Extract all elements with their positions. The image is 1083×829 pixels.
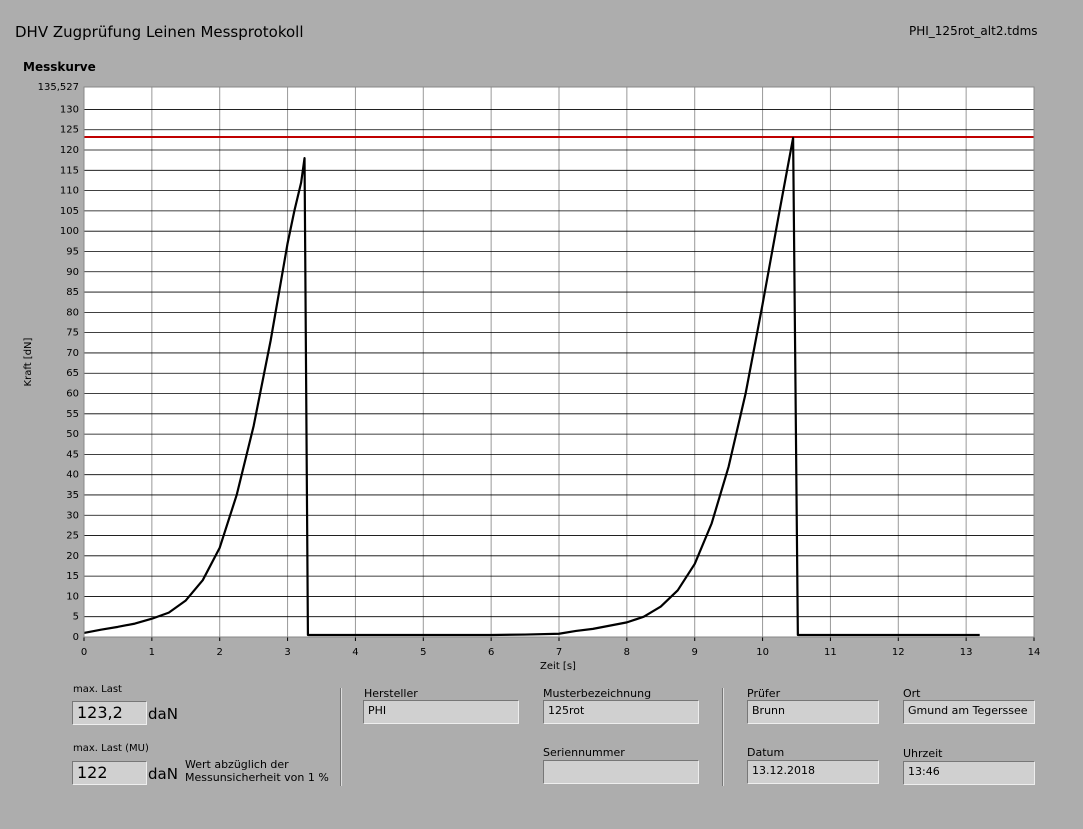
- y-tick-label: 40: [66, 470, 79, 481]
- x-tick-label: 1: [149, 647, 155, 658]
- y-tick-label: 30: [66, 510, 79, 521]
- separator: [340, 688, 342, 786]
- label: max. Last: [73, 684, 122, 695]
- value-box: [543, 760, 699, 784]
- label: Ort: [903, 687, 921, 700]
- y-tick-label: 80: [66, 307, 79, 318]
- y-tick-label: 130: [60, 104, 79, 115]
- value-box: PHI: [363, 700, 519, 724]
- x-axis-label: Zeit [s]: [540, 661, 576, 672]
- label: Datum: [747, 746, 785, 759]
- value-box: 13.12.2018: [747, 760, 879, 784]
- label: Prüfer: [747, 687, 781, 700]
- y-tick-label: 25: [66, 531, 79, 542]
- x-tick-label: 2: [217, 647, 223, 658]
- y-tick-label: 10: [66, 591, 79, 602]
- title: DHV Zugprüfung Leinen Messprotokoll: [15, 23, 304, 41]
- y-tick-label: 105: [60, 206, 79, 217]
- value-box: Brunn: [747, 700, 879, 724]
- y-tick-label: 125: [60, 125, 79, 136]
- y-axis-label: Kraft [dN]: [23, 337, 34, 386]
- x-tick-label: 3: [284, 647, 290, 658]
- x-tick-label: 7: [556, 647, 562, 658]
- chart: Kraft [dN] Zeit [s] 0 1 2 3 4 5 6 7 8 9 10 11 12 13 14…: [23, 82, 1041, 672]
- y-tick-label: 0: [73, 632, 79, 643]
- y-tick-label: 15: [66, 571, 79, 582]
- x-tick-label: 14: [1028, 647, 1041, 658]
- x-tick-label: 6: [488, 647, 494, 658]
- x-tick-label: 9: [692, 647, 698, 658]
- data-line: [83, 136, 980, 637]
- value-box: 123,2: [72, 701, 147, 725]
- y-tick-label: 20: [66, 551, 79, 562]
- x-tick-label: 0: [81, 647, 87, 658]
- unit: daN: [148, 765, 178, 783]
- y-tick-label: 95: [66, 246, 79, 257]
- label: Musterbezeichnung: [543, 687, 652, 700]
- value-box: 125rot: [543, 700, 699, 724]
- x-tick-label: 12: [892, 647, 905, 658]
- plot-border: [83, 86, 1035, 638]
- y-tick-label: 45: [66, 449, 79, 460]
- value-box: 13:46: [903, 761, 1035, 785]
- note: Wert abzüglich der Messunsicherheit von …: [185, 758, 329, 784]
- y-tick-label: 110: [60, 186, 79, 197]
- x-tick-label: 11: [824, 647, 837, 658]
- y-tick-label: 50: [66, 429, 79, 440]
- y-tick-label: 75: [66, 328, 79, 339]
- chart-title: Messkurve: [23, 60, 96, 74]
- y-tick-label: 100: [60, 226, 79, 237]
- unit: daN: [148, 705, 178, 723]
- label: Hersteller: [364, 687, 418, 700]
- label: Seriennummer: [543, 746, 625, 759]
- y-tick-label: 60: [66, 389, 79, 400]
- y-tick-label: 65: [66, 368, 79, 379]
- x-tick-label: 4: [352, 647, 358, 658]
- x-tick-label: 13: [960, 647, 973, 658]
- x-tick-label: 8: [624, 647, 630, 658]
- y-tick-label: 35: [66, 490, 79, 501]
- x-tick-label: 10: [756, 647, 769, 658]
- x-tick-label: 5: [420, 647, 426, 658]
- y-tick-label: 5: [73, 612, 79, 623]
- separator: [722, 688, 724, 786]
- y-tick-label: 85: [66, 287, 79, 298]
- label: Uhrzeit: [903, 747, 943, 760]
- label: max. Last (MU): [73, 743, 149, 754]
- y-tick-label: 55: [66, 409, 79, 420]
- y-tick-label: 115: [60, 165, 79, 176]
- value-box: 122: [72, 761, 147, 785]
- y-tick-label: 135,527: [38, 82, 79, 93]
- file-name: PHI_125rot_alt2.tdms: [909, 24, 1038, 38]
- y-tick-label: 120: [60, 145, 79, 156]
- y-tick-label: 90: [66, 267, 79, 278]
- y-tick-label: 70: [66, 348, 79, 359]
- value-box: Gmund am Tegerssee: [903, 700, 1035, 724]
